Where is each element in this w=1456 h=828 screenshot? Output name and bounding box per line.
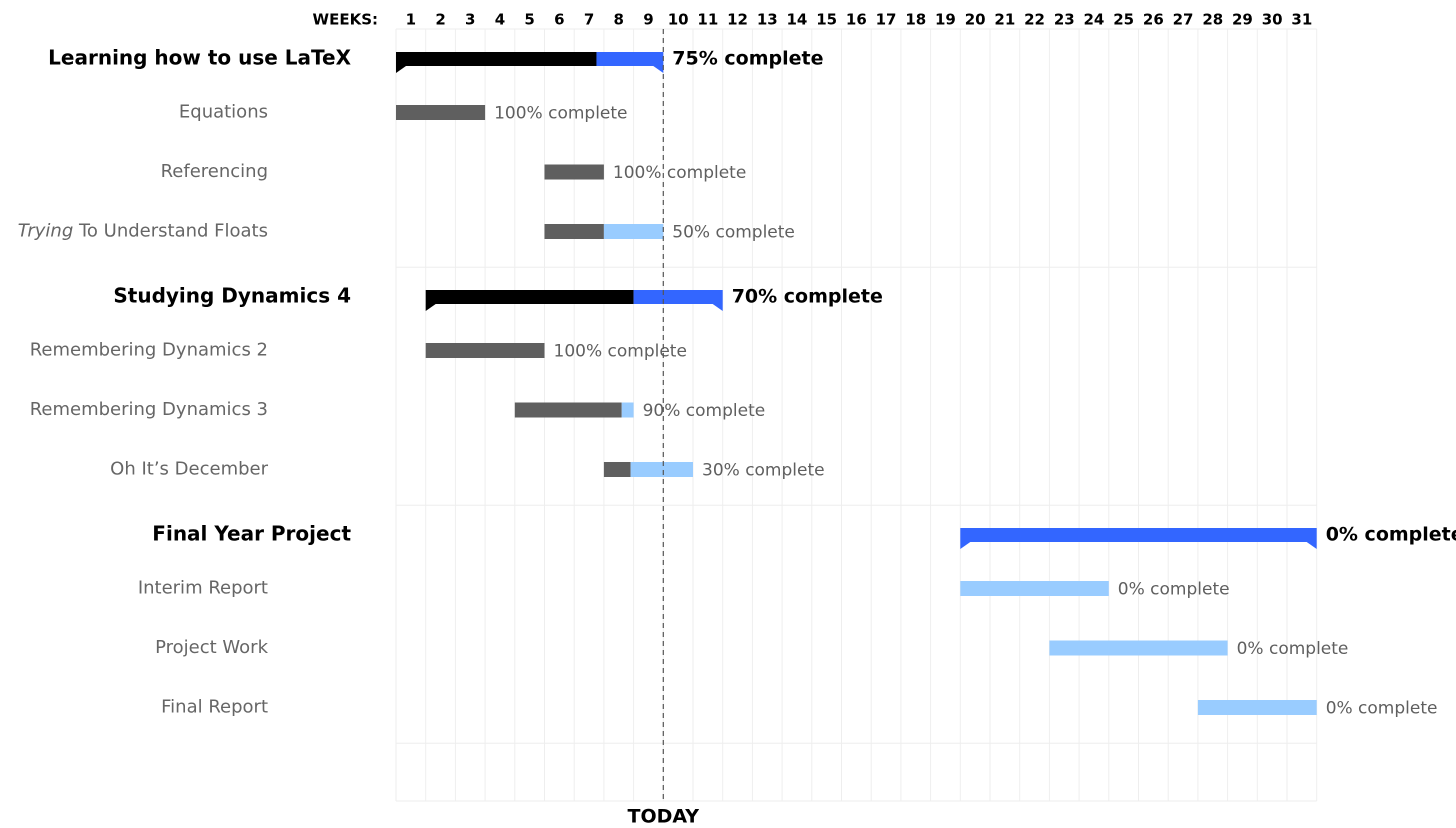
week-tick-label: 1 xyxy=(406,11,416,29)
week-tick-label: 29 xyxy=(1232,11,1253,29)
task-progress-label: 90% complete xyxy=(643,401,766,421)
week-tick-label: 26 xyxy=(1143,11,1164,29)
task-label: Project Work xyxy=(155,637,268,658)
week-tick-label: 5 xyxy=(524,11,534,29)
group-bar-end-tip xyxy=(1306,542,1317,549)
group-label: Studying Dynamics 4 xyxy=(113,284,351,308)
task-label: Equations xyxy=(179,102,268,123)
task-progress-label: 0% complete xyxy=(1326,699,1438,719)
group-bar-remaining xyxy=(596,52,664,66)
group-bar-end-tip xyxy=(653,66,664,73)
week-tick-label: 25 xyxy=(1113,11,1134,29)
task-label: Final Report xyxy=(161,697,268,718)
week-tick-label: 10 xyxy=(668,11,689,29)
task-bar-done xyxy=(603,462,631,477)
task-bar-done xyxy=(514,402,622,418)
group-label: Learning how to use LaTeX xyxy=(48,46,351,70)
week-tick-label: 19 xyxy=(935,11,956,29)
task-bar-done xyxy=(425,343,545,358)
group-bar-start-tip xyxy=(960,542,971,549)
task-bar-remaining xyxy=(603,224,664,239)
task-label: Remembering Dynamics 2 xyxy=(30,340,268,361)
week-tick-label: 13 xyxy=(757,11,778,29)
group-bar-end-tip xyxy=(712,304,723,311)
week-tick-label: 23 xyxy=(1054,11,1075,29)
task-progress-label: 100% complete xyxy=(554,342,687,362)
group-bar-done xyxy=(425,290,634,304)
group-bar-start-tip xyxy=(425,304,436,311)
today-label: TODAY xyxy=(628,806,700,828)
week-tick-label: 24 xyxy=(1084,11,1105,29)
week-tick-label: 7 xyxy=(584,11,594,29)
task-label: Remembering Dynamics 3 xyxy=(30,399,268,420)
task-label: Referencing xyxy=(161,161,268,182)
week-tick-label: 31 xyxy=(1291,11,1312,29)
task-label: Trying To Understand Floats xyxy=(18,221,268,242)
week-tick-label: 20 xyxy=(965,11,986,29)
week-tick-label: 28 xyxy=(1202,11,1223,29)
task-progress-label: 100% complete xyxy=(494,104,627,124)
task-progress-label: 50% complete xyxy=(672,223,795,243)
week-tick-label: 11 xyxy=(697,11,718,29)
group-progress-label: 75% complete xyxy=(672,48,823,70)
week-tick-label: 2 xyxy=(435,11,445,29)
group-bar-remaining xyxy=(633,290,723,304)
week-tick-label: 15 xyxy=(816,11,837,29)
week-tick-label: 9 xyxy=(643,11,653,29)
group-progress-label: 0% complete xyxy=(1326,524,1456,546)
week-tick-label: 14 xyxy=(787,11,808,29)
week-tick-label: 17 xyxy=(876,11,897,29)
task-label: Interim Report xyxy=(138,578,268,599)
task-progress-label: 0% complete xyxy=(1237,639,1349,659)
task-progress-label: 0% complete xyxy=(1118,580,1230,600)
task-bar-remaining xyxy=(960,581,1109,596)
task-bar-remaining xyxy=(621,402,634,418)
group-bar-done xyxy=(396,52,597,66)
group-bar-start-tip xyxy=(396,66,406,73)
task-progress-label: 100% complete xyxy=(613,163,746,183)
task-bar-remaining xyxy=(1049,640,1228,656)
group-label: Final Year Project xyxy=(152,522,351,546)
week-tick-label: 16 xyxy=(846,11,867,29)
week-tick-label: 8 xyxy=(614,11,624,29)
group-bar-remaining xyxy=(960,528,1317,542)
week-tick-label: 30 xyxy=(1262,11,1283,29)
task-bar-remaining xyxy=(1197,700,1317,715)
task-bar-done xyxy=(396,105,486,120)
task-bar-done xyxy=(544,164,604,180)
task-bar-done xyxy=(544,224,604,239)
week-tick-label: 4 xyxy=(495,11,505,29)
week-tick-label: 6 xyxy=(554,11,564,29)
week-tick-label: 3 xyxy=(465,11,475,29)
week-tick-label: 22 xyxy=(1024,11,1045,29)
week-tick-label: 21 xyxy=(994,11,1015,29)
week-tick-label: 27 xyxy=(1173,11,1194,29)
task-progress-label: 30% complete xyxy=(702,461,825,481)
week-tick-label: 18 xyxy=(905,11,926,29)
weeks-header-label: WEEKS: xyxy=(313,11,378,29)
task-label: Oh It’s December xyxy=(110,459,268,480)
week-tick-label: 12 xyxy=(727,11,748,29)
group-progress-label: 70% complete xyxy=(732,286,883,308)
task-bar-remaining xyxy=(630,462,693,477)
